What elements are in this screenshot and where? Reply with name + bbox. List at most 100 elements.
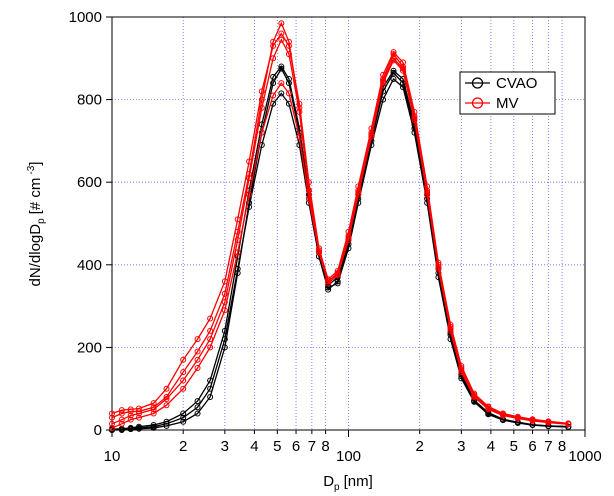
data-point [150, 400, 157, 407]
data-point [485, 405, 492, 412]
data-point [545, 419, 552, 426]
data-point [305, 187, 312, 194]
data-point [180, 410, 187, 417]
x-tick-label: 7 [544, 438, 552, 455]
data-point [180, 385, 187, 392]
series-line [111, 38, 569, 425]
data-point [296, 108, 303, 115]
data-point [411, 115, 418, 122]
data-point [258, 88, 265, 95]
data-point [435, 263, 442, 270]
legend-marker [471, 97, 484, 109]
y-tick-label: 400 [77, 257, 102, 274]
y-tick-label: 200 [77, 339, 102, 356]
data-point [180, 414, 187, 421]
data-point [345, 234, 352, 241]
data-point [194, 348, 201, 355]
y-tick-label: 0 [94, 422, 102, 439]
data-point [234, 237, 241, 244]
x-tick-label: 10 [104, 448, 121, 465]
legend-box [459, 71, 556, 115]
data-point [109, 424, 115, 431]
data-point [194, 365, 201, 372]
data-point [325, 278, 332, 285]
data-point [127, 416, 134, 423]
data-point [334, 270, 341, 277]
data-point [278, 80, 285, 87]
y-axis-label: dN/dlogDp[# cm-3] [26, 162, 47, 287]
data-point [194, 336, 201, 343]
data-point [529, 417, 536, 424]
data-point [127, 424, 134, 431]
data-point [278, 30, 285, 37]
x-tick-label: 5 [510, 438, 518, 455]
data-point [270, 55, 277, 62]
data-point [355, 183, 362, 190]
data-point [246, 175, 253, 182]
x-tick-label: 5 [273, 438, 281, 455]
y-tick-label: 600 [77, 174, 102, 191]
data-point [180, 377, 187, 384]
data-point [118, 410, 125, 417]
data-point [400, 59, 407, 66]
data-point [150, 406, 157, 413]
plot-frame [111, 16, 586, 431]
data-point [258, 129, 265, 136]
legend-label: CVAO [496, 75, 537, 92]
data-point [514, 415, 521, 422]
x-tick-label: 3 [457, 438, 465, 455]
x-tick-label: 6 [528, 438, 536, 455]
data-point [135, 414, 142, 421]
data-point [285, 90, 292, 97]
legend-marker [471, 77, 484, 89]
data-point [109, 414, 115, 421]
data-point [305, 179, 312, 186]
data-point [499, 412, 506, 419]
data-point [278, 63, 285, 70]
data-point [368, 125, 375, 132]
data-point [221, 307, 228, 314]
data-point [118, 407, 125, 414]
x-tick-label: 4 [487, 438, 495, 455]
data-point [180, 356, 187, 363]
data-point [390, 49, 397, 56]
data-point [285, 75, 292, 82]
x-tick-label: 8 [321, 438, 329, 455]
data-point [390, 67, 397, 74]
data-point [447, 325, 454, 332]
data-point [207, 393, 214, 400]
data-point [278, 90, 285, 97]
data-point [180, 418, 187, 425]
data-point [390, 55, 397, 62]
data-point [207, 377, 214, 384]
data-point [221, 327, 228, 334]
data-point [207, 327, 214, 334]
data-point [296, 100, 303, 107]
data-point [334, 280, 341, 287]
data-point [109, 410, 115, 417]
data-point [207, 385, 214, 392]
data-point [234, 216, 241, 223]
data-point [258, 104, 265, 111]
data-point [471, 393, 478, 400]
data-point [400, 65, 407, 72]
x-axis-label: Dp [nm] [323, 473, 373, 493]
data-point [118, 420, 125, 427]
x-tick-label: 100 [336, 448, 361, 465]
data-point [194, 356, 201, 363]
y-tick-label: 800 [77, 92, 102, 109]
data-point [135, 423, 142, 430]
x-tick-label: 1000 [568, 448, 601, 465]
data-point [163, 385, 170, 392]
data-point [221, 278, 228, 285]
data-point [345, 228, 352, 235]
legend-label: MV [496, 95, 519, 112]
x-tick-label: 4 [250, 438, 258, 455]
data-point [565, 421, 572, 428]
data-point [221, 290, 228, 297]
data-point [424, 189, 431, 196]
data-point [163, 402, 170, 409]
data-point [180, 369, 187, 376]
y-tick-label: 1000 [69, 9, 102, 26]
